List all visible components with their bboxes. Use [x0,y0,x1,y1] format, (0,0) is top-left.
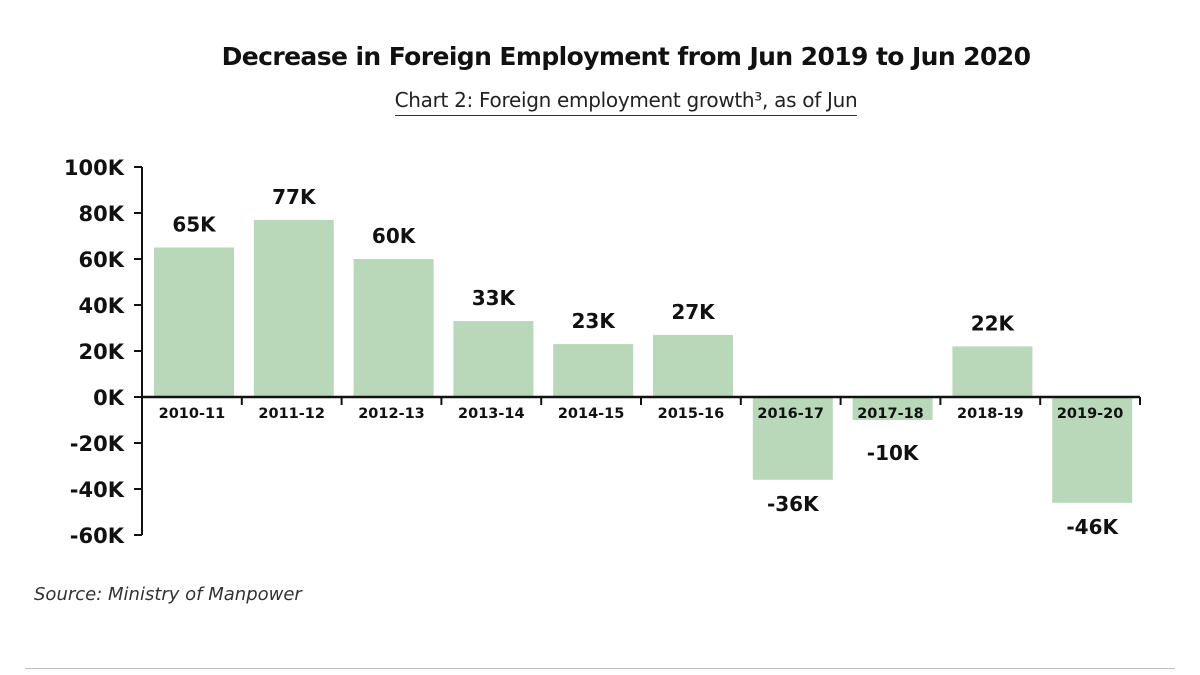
bar-2015-16 [653,334,733,397]
chart-subtitle: Chart 2: Foreign employment growth³, as … [394,88,858,116]
chart-subtitle-wrap: Chart 2: Foreign employment growth³, as … [0,88,1200,116]
x-tick-label: 2013-14 [458,406,525,422]
bar-2018-19 [952,346,1033,397]
data-label: 65K [172,213,217,237]
y-tick-label: 100K [64,156,125,180]
y-tick-label: -40K [70,478,125,502]
footer-divider [25,668,1175,669]
bar-chart: 100K 80K 60K 40K 20K 0K -20K -40K -60K 2010-11 201… [64,156,1141,548]
data-label: 22K [971,311,1016,335]
bar-2014-15 [553,344,634,397]
data-label: 23K [572,309,617,333]
bar-2012-13 [353,259,434,397]
bar-2013-14 [453,321,534,397]
bar-2011-12 [253,219,334,397]
y-tick-label: -20K [70,432,125,456]
x-tick-label: 2014-15 [558,406,625,422]
data-label: -46K [1066,515,1119,539]
source-note: Source: Ministry of Manpower [34,584,302,605]
data-label: 77K [272,185,317,209]
y-tick-label: 0K [93,386,125,410]
data-label: -10K [867,441,920,465]
chart-title: Decrease in Foreign Employment from Jun … [221,42,1031,71]
data-label: 60K [372,224,417,248]
bar-2016-17 [752,397,833,480]
y-tick-label: 40K [79,294,125,318]
x-tick-label: 2018-19 [957,406,1024,422]
x-tick-label: 2016-17 [757,406,824,422]
x-tick-label: 2012-13 [358,406,425,422]
x-tick-label: 2015-16 [658,406,725,422]
bar-2019-20 [1052,397,1133,503]
bar-2010-11 [154,247,234,397]
y-tick-label: 60K [79,248,125,272]
y-tick-label: -60K [70,524,125,548]
x-tick-label: 2017-18 [857,406,924,422]
y-tick-label: 20K [79,340,125,364]
data-label: 27K [671,300,716,324]
data-label: 33K [472,286,517,310]
x-tick-label: 2011-12 [258,406,325,422]
bar-2017-18 [852,397,933,420]
x-tick-label: 2019-20 [1057,406,1124,422]
x-tick-label: 2010-11 [159,406,226,422]
data-label: -36K [767,492,820,516]
y-tick-label: 80K [79,202,125,226]
